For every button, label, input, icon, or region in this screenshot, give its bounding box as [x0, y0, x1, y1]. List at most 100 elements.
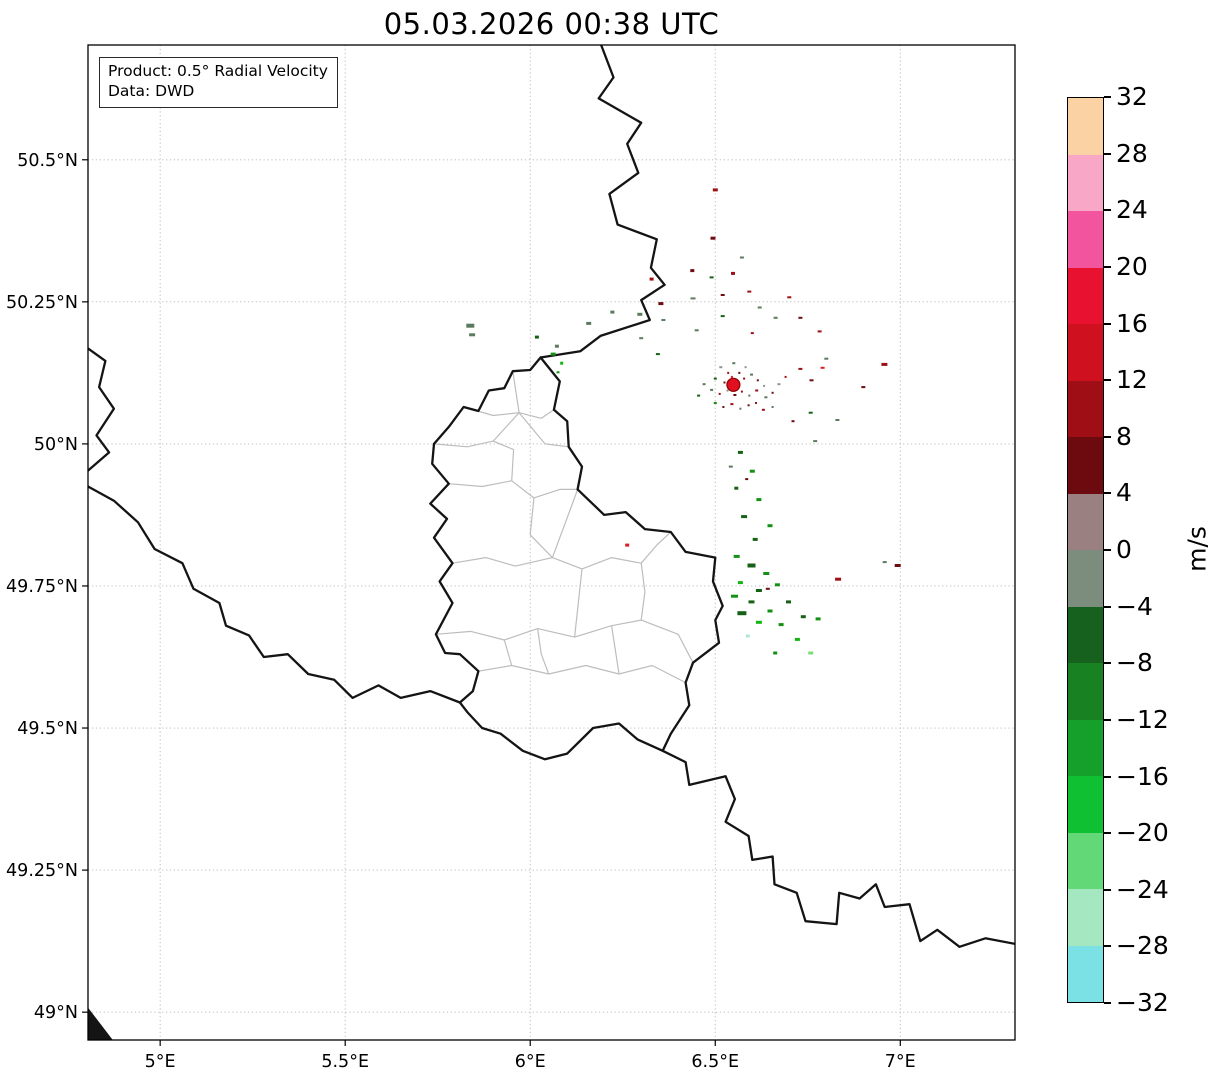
colorbar-tick-mark: [1104, 775, 1111, 778]
radar-echo: [774, 583, 780, 587]
radar-echo: [702, 383, 706, 386]
radar-echo: [726, 389, 729, 392]
region-border: [551, 489, 579, 558]
radar-echo: [697, 394, 701, 397]
x-tick-label: 5°E: [145, 1052, 176, 1072]
radar-echo: [882, 561, 887, 564]
radar-echo: [745, 634, 750, 638]
colorbar-tick-mark: [1104, 605, 1111, 608]
colorbar-tick-mark: [1104, 832, 1111, 835]
radar-echo: [728, 465, 733, 468]
country-border: [88, 485, 462, 704]
radar-echo: [750, 332, 754, 335]
radar-echo: [739, 256, 744, 259]
radar-echo: [835, 577, 842, 581]
colorbar-tick-label: 24: [1116, 195, 1148, 225]
radar-echo: [817, 330, 822, 333]
colorbar-tick-mark: [1104, 1002, 1111, 1004]
region-border: [518, 412, 569, 448]
region-border: [574, 568, 583, 638]
radar-echo: [737, 581, 743, 585]
colorbar-tick-mark: [1104, 152, 1111, 155]
x-tick-label: 6°E: [515, 1052, 546, 1072]
colorbar-tick-label: 0: [1116, 535, 1132, 564]
radar-echo: [773, 651, 778, 655]
radar-echo: [719, 366, 723, 369]
radar-site-marker: [726, 377, 741, 392]
radar-echo: [765, 587, 770, 590]
radar-echo: [778, 623, 784, 627]
product-annotation: Product: 0.5° Radial Velocity Data: DWD: [99, 57, 338, 108]
radar-echo: [757, 306, 762, 309]
colorbar-segment: [1068, 606, 1103, 663]
colorbar-tick-mark: [1104, 945, 1111, 948]
colorbar-tick-mark: [1104, 492, 1111, 495]
radar-echo: [813, 440, 818, 443]
radar-echo: [784, 375, 787, 378]
border-fragment: [88, 1007, 113, 1040]
colorbar-tick-label: −4: [1116, 591, 1153, 621]
radar-echo: [808, 411, 813, 414]
colorbar-tick-label: −32: [1116, 988, 1169, 1017]
radar-echo: [713, 377, 717, 380]
radar-echo: [718, 392, 721, 395]
radar-echo: [556, 371, 560, 374]
radar-echo: [798, 316, 803, 319]
radar-echo: [694, 329, 699, 332]
colorbar-segment: [1068, 889, 1103, 946]
radar-echo: [743, 377, 746, 380]
radar-echo: [777, 383, 781, 386]
radar-echo: [786, 600, 791, 604]
radar-echo: [661, 319, 666, 321]
colorbar-tick-mark: [1104, 265, 1111, 268]
colorbar-tick-label: 28: [1116, 138, 1148, 168]
colorbar: [1067, 97, 1104, 1003]
region-border: [448, 480, 578, 499]
colorbar-segment: [1068, 211, 1103, 268]
y-tick-label: 49.75°N: [6, 577, 78, 597]
radar-echo: [771, 391, 774, 394]
radar-echo: [637, 312, 643, 316]
radar-echo: [824, 357, 829, 360]
radar-echo: [560, 361, 564, 365]
radar-echo: [748, 394, 751, 397]
colorbar-tick-mark: [1104, 662, 1111, 665]
radar-echo: [747, 290, 752, 293]
colorbar-tick-label: −28: [1116, 931, 1169, 961]
radar-echo: [731, 271, 735, 275]
radar-echo: [771, 406, 774, 408]
colorbar-tick-label: 4: [1116, 478, 1132, 508]
radar-echo: [740, 390, 743, 393]
plot-frame: [87, 44, 1016, 1041]
radar-echo: [861, 386, 866, 389]
radar-echo: [720, 294, 725, 296]
colorbar-tick-label: −20: [1116, 818, 1169, 848]
y-tick-label: 49.25°N: [6, 861, 78, 881]
radar-echo: [808, 651, 814, 655]
radar-echo: [764, 396, 768, 399]
colorbar-segment: [1068, 832, 1103, 889]
region-border: [537, 628, 550, 675]
radar-echo: [767, 609, 773, 613]
radar-echo: [712, 188, 718, 192]
country-border: [539, 45, 666, 359]
colorbar-tick-mark: [1104, 209, 1111, 212]
radar-echo: [690, 297, 696, 300]
radar-echo: [649, 277, 654, 281]
radar-echo: [639, 337, 644, 340]
colorbar-tick-mark: [1104, 549, 1111, 551]
radar-echo: [755, 589, 762, 592]
radar-echo: [738, 371, 741, 374]
radar-echo: [755, 402, 757, 404]
colorbar-segment: [1068, 154, 1103, 211]
radar-echo: [747, 563, 756, 568]
radar-echo: [763, 572, 770, 575]
colorbar-tick-mark: [1104, 96, 1111, 98]
radar-echo: [625, 543, 630, 547]
radar-echo: [720, 315, 725, 318]
region-border: [529, 497, 553, 559]
colorbar-segment: [1068, 719, 1103, 776]
country-border: [429, 356, 724, 761]
radar-echo: [655, 353, 660, 356]
colorbar-tick-label: −8: [1116, 648, 1153, 678]
